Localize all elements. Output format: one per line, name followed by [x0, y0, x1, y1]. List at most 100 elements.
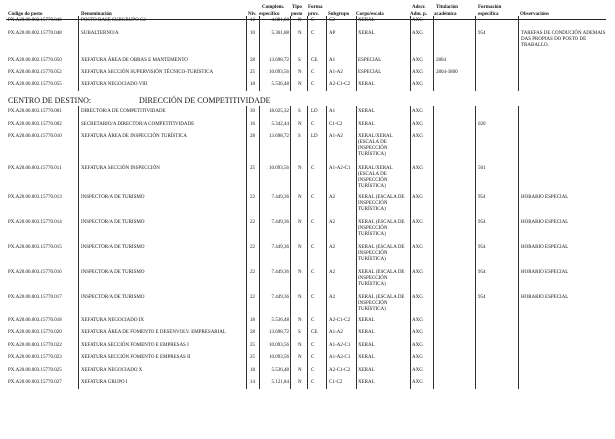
cell-tipo: N	[298, 245, 302, 250]
cell-forma: C	[311, 318, 315, 323]
section-name: DIRECCIÓN DE COMPETITIVIDADE	[139, 96, 271, 105]
cell-denominacion: XEFATURA NEGOCIADO X	[81, 368, 143, 373]
cell-forma: CE	[311, 58, 318, 63]
cell-subgrupo: A2-C1-C2	[329, 82, 351, 87]
cell-formacion: 501	[478, 166, 486, 171]
column-divider	[78, 106, 79, 389]
cell-adscr: AXG	[412, 31, 423, 36]
column-divider	[518, 16, 519, 91]
cell-niv: 18	[250, 82, 255, 87]
cell-corpo: XERAL (ESCALA DE INSPECCIÓN TURÍSTICA)	[358, 270, 405, 287]
cell-corpo: XERAL/XERAL (ESCALA DE INSPECCIÓN TURÍST…	[358, 166, 393, 189]
cell-subgrupo: A1-A2-C1	[329, 343, 351, 348]
cell-corpo: XERAL	[358, 31, 375, 36]
cell-codigo: PX.A20.00.002.15770.052	[8, 70, 62, 75]
cell-formacion: 954	[478, 31, 486, 36]
cell-forma: CE	[311, 330, 318, 335]
cell-complemento: 7.449,36	[271, 245, 290, 250]
cell-niv: 22	[250, 220, 255, 225]
cell-corpo: XERAL (ESCALA DE INSPECCIÓN TURÍSTICA)	[358, 195, 405, 212]
cell-tipo: N	[298, 122, 302, 127]
column-divider	[307, 106, 308, 389]
cell-complemento: 5.342,44	[271, 122, 290, 127]
cell-corpo: XERAL	[358, 368, 375, 373]
cell-corpo: XERAL	[358, 18, 375, 23]
cell-niv: 14	[250, 380, 255, 385]
cell-denominacion: DIRECTOR/A DE COMPETITIVIDADE	[81, 109, 166, 114]
cell-denominacion: INSPECTOR/A DE TURISMO	[81, 220, 145, 225]
cell-observacions: HORARIO ESPECIAL	[521, 195, 569, 200]
cell-complemento: 10.093,56	[269, 166, 289, 171]
cell-subgrupo: A2	[329, 245, 336, 250]
cell-corpo: XERAL (ESCALA DE INSPECCIÓN TURÍSTICA)	[358, 220, 405, 237]
cell-forma: C	[311, 122, 315, 127]
column-divider	[356, 16, 357, 91]
column-divider	[433, 16, 434, 91]
cell-subgrupo: C1-C2	[329, 122, 343, 127]
cell-denominacion: XEFATURA SECCIÓN FOMENTO E EMPRESAS I	[81, 343, 189, 348]
cell-subgrupo: A2	[329, 270, 336, 275]
header-tipo-2: posto	[291, 12, 303, 17]
cell-niv: 28	[250, 330, 255, 335]
column-divider	[290, 106, 291, 389]
cell-codigo: PX.A20.00.003.15770.014	[8, 220, 62, 225]
cell-forma: C	[311, 166, 315, 171]
column-divider	[356, 106, 357, 389]
cell-denominacion: XEFATURA GRUPO I	[81, 380, 128, 385]
column-divider	[475, 16, 476, 91]
cell-codigo: PX.A20.00.002.15770.050	[8, 58, 62, 63]
cell-formacion: 954	[478, 220, 486, 225]
cell-formacion: 954	[478, 270, 486, 275]
cell-tipo: N	[298, 318, 302, 323]
cell-forma: C	[311, 355, 315, 360]
cell-adscr: AXG	[412, 18, 423, 23]
cell-tipo: N	[298, 368, 302, 373]
column-divider	[290, 16, 291, 91]
cell-denominacion: SUBALTERNO/A	[81, 31, 119, 36]
cell-adscr: AXG	[412, 368, 423, 373]
cell-corpo: XERAL/XERAL (ESCALA DE INSPECCIÓN TURÍST…	[358, 134, 393, 157]
cell-denominacion: XEFATURA SECCIÓN SUPERVISIÓN TÉCNICO-TUR…	[81, 70, 214, 75]
header-titulacion-2: académica	[434, 12, 457, 17]
cell-subgrupo: A1-A2	[329, 70, 343, 75]
cell-codigo: PX.A20.00.003.15770.018	[8, 318, 62, 323]
cell-denominacion: INSPECTOR/A DE TURISMO	[81, 195, 145, 200]
cell-denominacion: XEFATURA NEGOCIADO IX	[81, 318, 144, 323]
cell-adscr: AXG	[412, 343, 423, 348]
column-divider	[259, 16, 260, 91]
cell-denominacion: XEFATURA ÁREA DE INSPECCIÓN TURÍSTICA	[81, 134, 187, 139]
cell-niv: 12	[250, 18, 255, 23]
cell-subgrupo: A1-A2	[329, 330, 343, 335]
cell-adscr: AXG	[412, 220, 423, 225]
cell-denominacion: XEFATURA SECCIÓN INSPECCIÓN	[81, 166, 160, 171]
cell-observacions: HORARIO ESPECIAL	[521, 270, 569, 275]
cell-complemento: 10.093,56	[269, 343, 289, 348]
cell-formacion: 954	[478, 195, 486, 200]
header-rule	[6, 19, 606, 20]
cell-codigo: PX.A20.00.003.15770.017	[8, 295, 62, 300]
cell-codigo: PX.A20.00.003.15770.002	[8, 122, 62, 127]
cell-tipo: N	[298, 270, 302, 275]
cell-adscr: AXG	[412, 380, 423, 385]
column-divider	[410, 106, 411, 389]
cell-tipo: N	[298, 343, 302, 348]
cell-codigo: PX.A20.00.003.15770.013	[8, 195, 62, 200]
cell-tipo: S	[298, 330, 301, 335]
cell-niv: 10	[250, 31, 255, 36]
cell-corpo: XERAL (ESCALA DE INSPECCIÓN TURÍSTICA)	[358, 295, 405, 312]
cell-codigo: PX.A20.00.003.15770.011	[8, 166, 62, 171]
cell-codigo: PX.A20.00.003.15770.022	[8, 343, 62, 348]
column-divider	[246, 106, 247, 389]
header-forma-1: Forma	[308, 5, 323, 10]
header-niv: Niv.	[248, 12, 257, 17]
cell-niv: 18	[250, 368, 255, 373]
cell-niv: 25	[250, 166, 255, 171]
header-titulacion-1: Titulación	[436, 5, 458, 10]
cell-tipo: S	[298, 58, 301, 63]
cell-codigo: PX.A20.00.003.15770.010	[8, 134, 62, 139]
cell-titulacion: 2804	[436, 58, 446, 63]
cell-formacion: 020	[478, 122, 486, 127]
cell-forma: C	[311, 195, 315, 200]
cell-adscr: AXG	[412, 195, 423, 200]
cell-codigo: PX.A20.00.003.15770.001	[8, 109, 62, 114]
